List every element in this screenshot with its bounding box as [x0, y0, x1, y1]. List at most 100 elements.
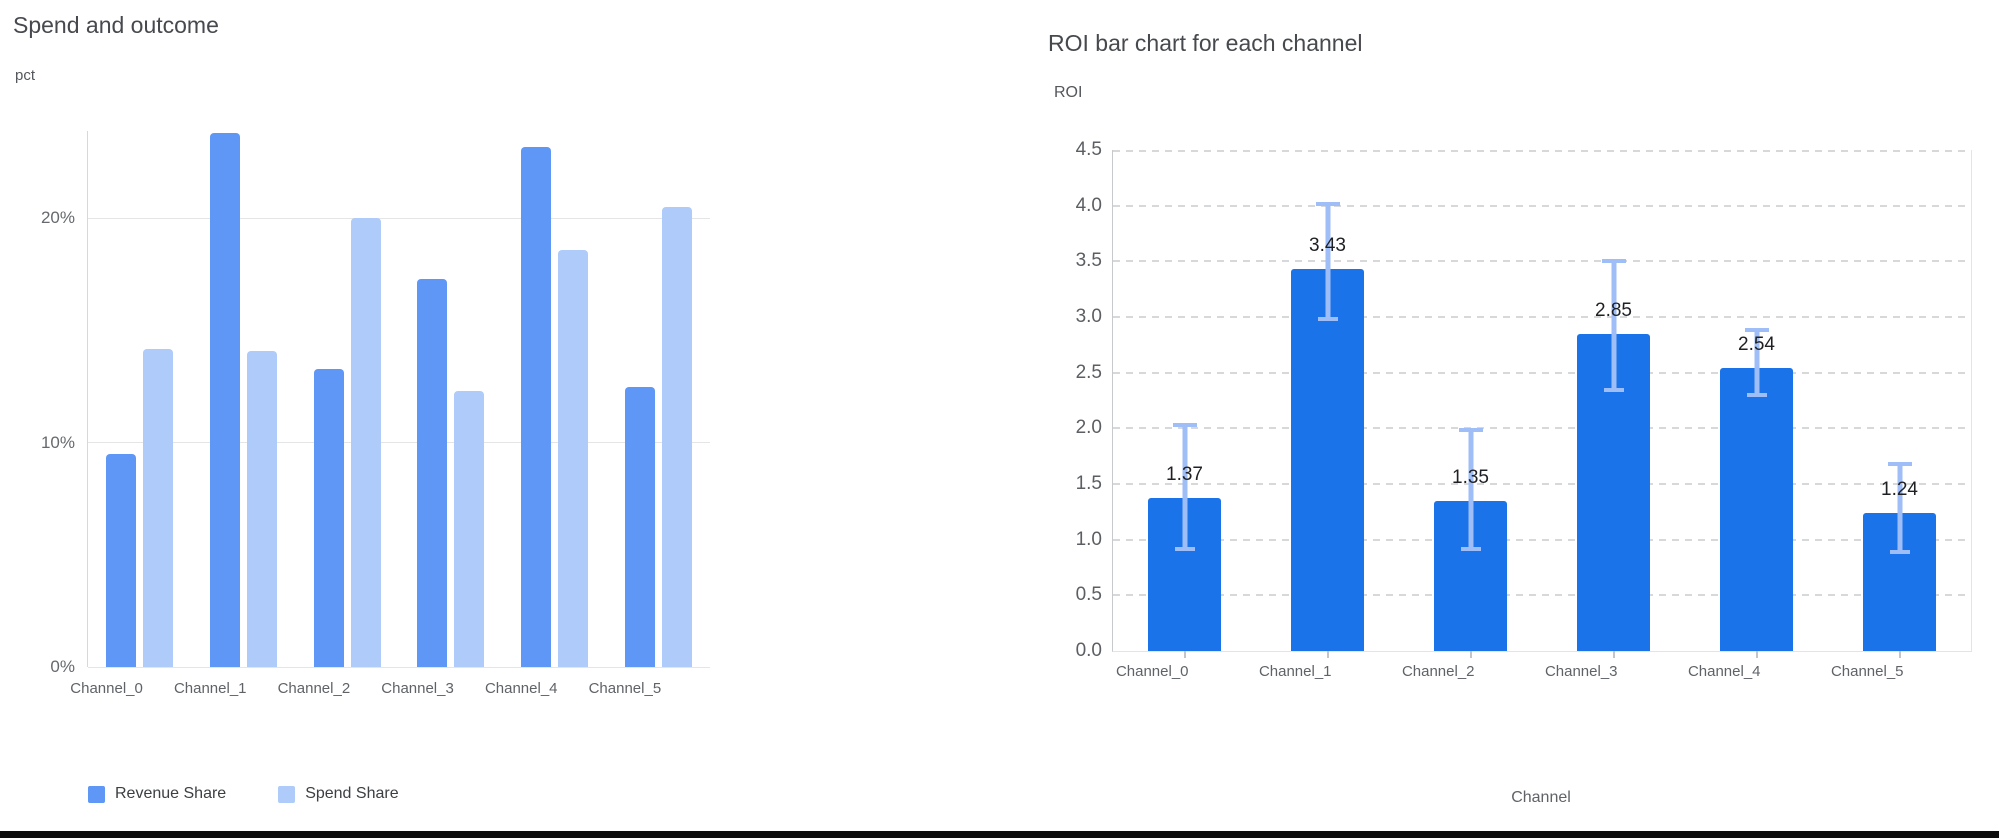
x-tick-label: Channel_0	[70, 680, 143, 697]
error-cap-bottom	[1174, 546, 1195, 551]
x-tick-label: Channel_2	[277, 680, 351, 697]
error-bar-channel_5	[1887, 461, 1912, 555]
bar-value-label: 3.43	[1309, 235, 1346, 257]
spend-share-bar-channel_5	[661, 207, 692, 667]
x-tick	[1183, 651, 1186, 658]
bottom-border	[0, 831, 1999, 838]
y-tick-label: 4.5	[1075, 139, 1102, 160]
error-bar-channel_3	[1601, 259, 1626, 392]
x-tick	[1612, 651, 1615, 658]
revenue-share-bar-channel_3	[417, 279, 448, 667]
x-tick-label: Channel_1	[1258, 663, 1332, 680]
bar-value-label: 1.37	[1166, 464, 1203, 486]
x-tick-label: Channel_3	[1544, 663, 1618, 680]
y-tick-label: 1.0	[1075, 528, 1102, 550]
x-tick	[1755, 651, 1758, 658]
error-cap-bottom	[1603, 387, 1624, 392]
revenue-share-bar-channel_0	[106, 453, 137, 667]
gridline	[1113, 427, 1971, 430]
legend-label: Spend Share	[305, 785, 399, 802]
y-tick-label: 0.5	[1075, 584, 1102, 606]
x-tick-label: Channel_4	[484, 680, 558, 697]
spend-share-bar-channel_2	[350, 218, 381, 667]
revenue-share-bar-channel_1	[210, 133, 240, 667]
gridline	[1113, 483, 1971, 485]
spend-share-bar-channel_0	[143, 348, 174, 667]
error-cap-top	[1172, 422, 1197, 427]
error-cap-top	[1887, 461, 1912, 466]
error-cap-bottom	[1746, 393, 1767, 398]
x-tick-label: Channel_1	[173, 680, 247, 697]
gridline	[1113, 371, 1971, 374]
error-bar-channel_0	[1172, 422, 1197, 551]
x-tick	[1469, 651, 1472, 658]
y-tick-label: 0.0	[1075, 640, 1102, 661]
gridline	[1113, 316, 1971, 318]
chart-title: Spend and outcome	[13, 12, 219, 38]
roi-plot: 0.0 0.5 1.0 1.5 2.0 2.5 3.0 3.5 4.0 4.5 1.37 Channe…	[1076, 139, 1972, 680]
y-axis-unit-label: pct	[15, 67, 36, 84]
legend-item-spend-share: Spend Share	[278, 785, 399, 803]
error-cap-bottom	[1317, 317, 1338, 322]
spend-share-bar-channel_3	[454, 391, 485, 667]
x-tick	[1326, 651, 1329, 658]
legend: Revenue Share Spend Share	[88, 785, 399, 803]
legend-swatch	[88, 785, 105, 803]
error-cap-top	[1744, 328, 1769, 333]
y-tick-label: 3.5	[1075, 250, 1102, 272]
roi-bar-channel_1	[1291, 269, 1364, 651]
x-axis-title: Channel	[1511, 789, 1571, 806]
legend-item-revenue-share: Revenue Share	[88, 785, 226, 803]
revenue-share-bar-channel_4	[521, 146, 551, 667]
error-bar-channel_2	[1458, 428, 1483, 551]
y-tick-label: 2.5	[1075, 361, 1102, 383]
x-tick-label: Channel_0	[1115, 663, 1189, 680]
x-tick-label: Channel_2	[1401, 663, 1475, 680]
y-tick-label: 10%	[40, 432, 75, 452]
error-line	[1325, 202, 1330, 322]
y-tick-label: 2.0	[1075, 417, 1102, 439]
revenue-share-bar-channel_2	[313, 368, 344, 667]
error-line	[1754, 328, 1759, 398]
gridline	[1113, 594, 1971, 597]
legend-label: Revenue Share	[115, 785, 227, 802]
bar-value-label: 2.54	[1738, 334, 1775, 356]
spend-outcome-plot: 0% 10% 20% Channel_0 Channel_1 Channel_2 Chann…	[41, 131, 710, 697]
error-bar-channel_4	[1744, 328, 1769, 398]
error-line	[1182, 422, 1187, 551]
x-tick-label: Channel_5	[588, 680, 662, 697]
gridline	[1113, 260, 1971, 263]
error-cap-bottom	[1889, 550, 1910, 555]
y-tick-label: 3.0	[1075, 306, 1102, 327]
error-bar-channel_1	[1315, 202, 1340, 322]
error-cap-top	[1315, 202, 1340, 207]
bar-value-label: 2.85	[1595, 299, 1632, 321]
y-tick-label: 0%	[50, 657, 75, 676]
legend-swatch	[278, 785, 296, 803]
y-tick-label: 4.0	[1075, 194, 1102, 216]
spend-share-bar-channel_4	[558, 249, 588, 667]
x-tick-label: Channel_3	[381, 680, 454, 697]
spend-share-bar-channel_1	[247, 350, 277, 667]
gridline	[88, 442, 710, 444]
chart-title: ROI bar chart for each channel	[1048, 30, 1363, 56]
y-axis-unit-label: ROI	[1054, 84, 1083, 101]
y-tick-label: 1.5	[1075, 473, 1102, 494]
bar-value-label: 1.24	[1881, 478, 1918, 500]
error-line	[1611, 259, 1616, 392]
gridline	[88, 217, 710, 219]
y-tick-label: 20%	[40, 208, 75, 228]
error-cap-bottom	[1460, 546, 1481, 551]
bar-value-label: 1.35	[1452, 466, 1489, 488]
x-tick-label: Channel_4	[1687, 663, 1761, 680]
error-line	[1897, 461, 1902, 555]
gridline	[1113, 538, 1971, 541]
x-tick-label: Channel_5	[1830, 663, 1904, 680]
error-cap-top	[1458, 428, 1483, 433]
error-line	[1468, 428, 1473, 551]
gridline	[1113, 204, 1971, 207]
error-cap-top	[1601, 259, 1626, 264]
x-tick	[1898, 651, 1901, 658]
revenue-share-bar-channel_5	[624, 386, 655, 667]
roi-bar-channel_4	[1720, 368, 1793, 651]
